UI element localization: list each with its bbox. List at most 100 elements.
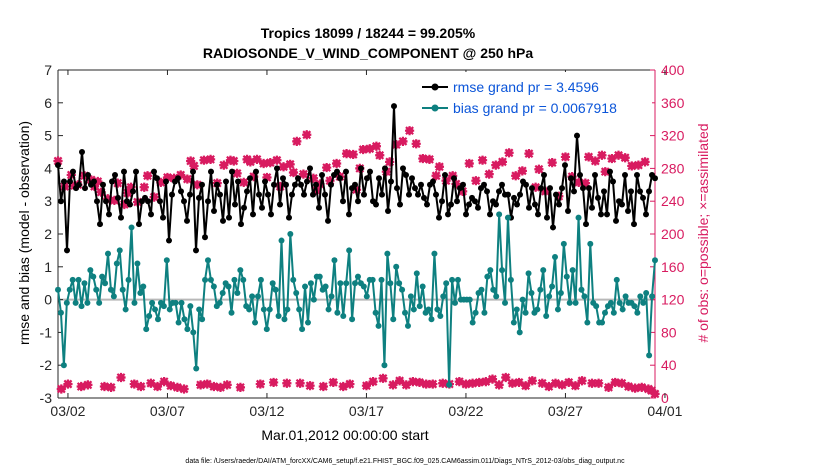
obs-assimilated-marker (643, 384, 653, 394)
rmse-point (160, 214, 166, 221)
bias-point (225, 283, 232, 290)
obs-assimilated-marker (325, 176, 335, 186)
y-tick-label: 0 (44, 292, 52, 308)
bias-point (334, 309, 341, 316)
obs-assimilated-marker (338, 381, 348, 392)
obs-assimilated-marker (152, 381, 163, 392)
x-tick-label: 03/17 (349, 403, 384, 419)
rmse-point (304, 178, 310, 185)
obs-assimilated-marker (116, 372, 126, 383)
y-tick-label: 6 (44, 95, 52, 111)
rmse-point (454, 198, 460, 205)
bias-point (260, 306, 267, 313)
bias-point (552, 253, 559, 260)
rmse-point (340, 198, 346, 205)
rmse-point (613, 217, 619, 224)
rmse-point (583, 221, 589, 228)
bias-point (522, 309, 529, 316)
obs-assimilated-marker (597, 150, 607, 160)
rmse-point (199, 181, 205, 188)
rmse-point (283, 181, 289, 188)
rmse-point (112, 171, 118, 178)
obs-assimilated-marker (96, 187, 106, 197)
rmse-point (553, 191, 559, 198)
rmse-point (274, 165, 280, 172)
bias-point (637, 293, 644, 300)
rmse-point (355, 198, 361, 205)
bias-point (499, 267, 506, 274)
rmse-point (385, 208, 391, 215)
rmse-point (499, 181, 505, 188)
rmse-point (451, 175, 457, 182)
obs-assimilated-marker (106, 382, 116, 392)
x-tick-label: 04/01 (647, 403, 682, 419)
rmse-point (634, 171, 640, 178)
rmse-point (568, 175, 574, 182)
bias-point (587, 240, 594, 247)
rmse-point (388, 178, 394, 185)
obs-assimilated-marker (332, 158, 342, 169)
obs-assimilated-marker (265, 158, 275, 168)
obs-assimilated-marker (169, 173, 179, 183)
obs-assimilated-marker (119, 199, 129, 210)
bias-point (240, 276, 247, 283)
obs-assimilated-marker (282, 378, 292, 388)
y-axis-label-right: # of obs: o=possible; ×=assimilated (695, 123, 711, 342)
rmse-point (223, 178, 229, 185)
obs-assimilated-marker (232, 168, 242, 178)
rmse-point (151, 168, 157, 175)
rmse-point (409, 175, 415, 182)
y-right-tick-label: 160 (661, 259, 685, 275)
obs-assimilated-marker (494, 380, 504, 390)
bias-point (237, 267, 244, 274)
bias-point (199, 316, 206, 323)
rmse-point (376, 175, 382, 182)
bias-point (110, 293, 117, 300)
rmse-point (334, 168, 340, 175)
obs-assimilated-marker (587, 378, 597, 388)
rmse-point (622, 171, 628, 178)
obs-assimilated-marker (461, 379, 471, 389)
obs-assimilated-marker (156, 177, 166, 187)
bias-point (610, 309, 617, 316)
rmse-point (241, 204, 247, 211)
obs-assimilated-marker (613, 150, 624, 160)
obs-assimilated-marker (285, 159, 295, 169)
bias-point (546, 293, 553, 300)
bias-point (299, 326, 306, 333)
obs-assimilated-marker (637, 382, 647, 392)
bias-point (375, 322, 382, 329)
rmse-point (574, 132, 580, 139)
obs-assimilated-marker (534, 164, 544, 174)
rmse-point (532, 201, 538, 208)
bias-point (649, 293, 656, 300)
obs-assimilated-marker (428, 379, 438, 389)
bias-point (231, 276, 238, 283)
rmse-point (361, 191, 367, 198)
obs-assimilated-marker (371, 141, 381, 151)
rmse-point (271, 181, 277, 188)
obs-assimilated-marker (249, 172, 259, 182)
y-right-tick-label: 80 (661, 324, 677, 340)
rmse-point (67, 178, 73, 185)
rmse-point (421, 194, 427, 201)
y-tick-label: 2 (44, 226, 52, 242)
obs-assimilated-marker (361, 381, 372, 391)
obs-assimilated-marker (574, 177, 584, 187)
bias-point (393, 263, 400, 270)
obs-assimilated-marker (348, 149, 358, 160)
obs-assimilated-marker (398, 136, 408, 146)
y-tick-label: 7 (44, 62, 52, 78)
bias-point (452, 299, 459, 306)
rmse-point (277, 201, 283, 208)
obs-assimilated-marker (229, 156, 239, 166)
rmse-point (280, 175, 286, 182)
bias-point (528, 290, 535, 297)
bias-point (519, 296, 526, 303)
bias-point (525, 270, 532, 277)
bias-point (478, 286, 485, 293)
bias-point (122, 306, 129, 313)
rmse-point (550, 224, 556, 231)
bias-point (116, 247, 123, 254)
bias-point (234, 290, 241, 297)
